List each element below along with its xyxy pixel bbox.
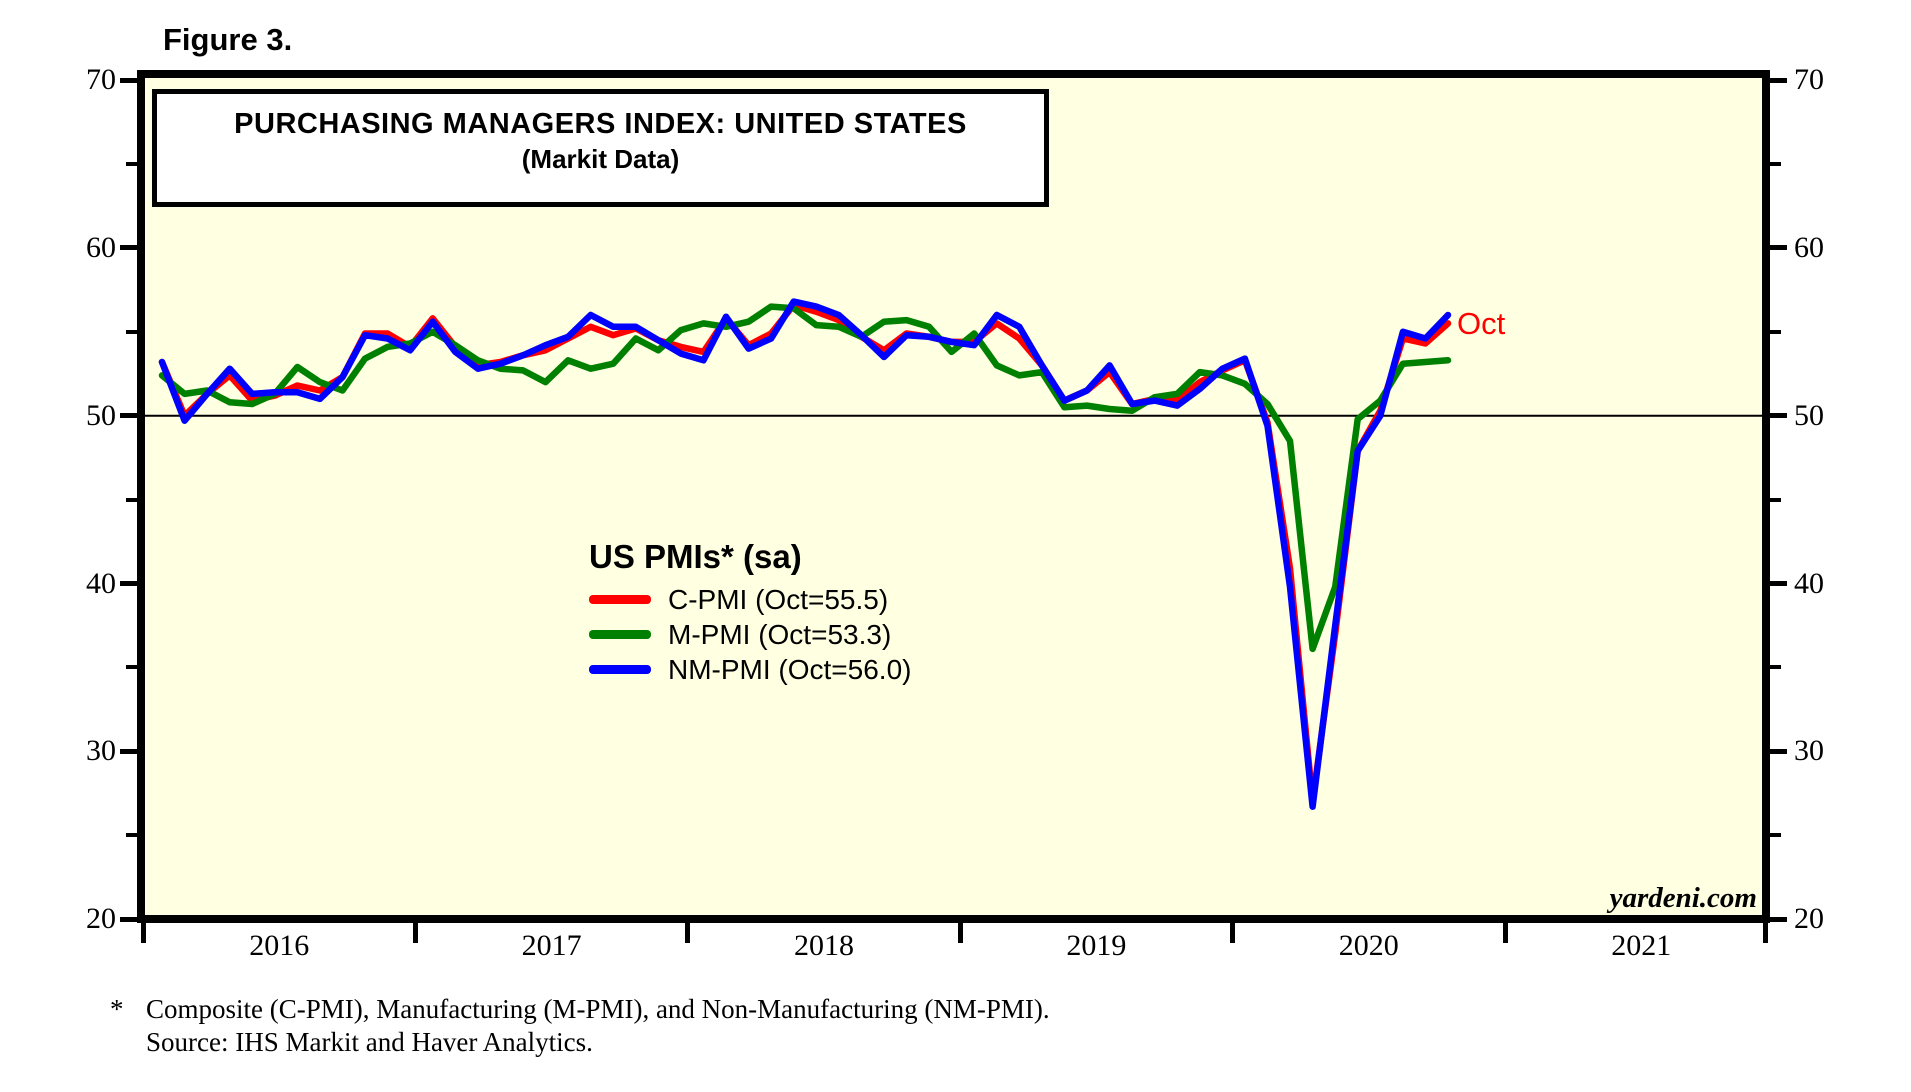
legend: US PMIs* (sa) C-PMI (Oct=55.5) M-PMI (Oc…	[589, 538, 911, 687]
y-axis-minor-tick-left	[126, 665, 137, 670]
y-axis-label-left: 20	[86, 902, 116, 936]
y-axis-major-tick-left	[120, 916, 137, 922]
y-axis-label-left: 60	[86, 230, 116, 264]
footnote-definition: Composite (C-PMI), Manufacturing (M-PMI)…	[146, 994, 1050, 1024]
legend-label-m-pmi: M-PMI (Oct=53.3)	[668, 618, 892, 650]
y-axis-minor-tick-left	[126, 162, 137, 166]
legend-row-nm-pmi: NM-PMI (Oct=56.0)	[589, 652, 911, 687]
y-axis-major-tick-right	[1770, 77, 1787, 83]
x-axis-year-label: 2021	[1611, 929, 1672, 962]
y-axis-label-right: 30	[1794, 734, 1824, 768]
chart-title: PURCHASING MANAGERS INDEX: UNITED STATES	[234, 108, 967, 140]
y-axis-major-tick-right	[1770, 748, 1787, 754]
legend-label-c-pmi: C-PMI (Oct=55.5)	[668, 583, 889, 615]
yardeni-watermark: yardeni.com	[1609, 882, 1757, 914]
y-axis-minor-tick-right	[1770, 497, 1781, 502]
y-axis-minor-tick-left	[126, 497, 137, 502]
y-axis-label-right: 60	[1794, 230, 1824, 264]
x-axis-year-label: 2019	[1066, 929, 1127, 962]
y-axis-minor-tick-left	[126, 833, 137, 838]
legend-title: US PMIs* (sa)	[589, 538, 802, 575]
x-axis-year-tick	[1762, 923, 1768, 943]
nm-pmi-swatch	[589, 665, 651, 674]
legend-row-c-pmi: C-PMI (Oct=55.5)	[589, 582, 911, 617]
y-axis-label-left: 30	[86, 734, 116, 768]
chart-title-box: PURCHASING MANAGERS INDEX: UNITED STATES…	[152, 89, 1049, 207]
y-axis-minor-tick-right	[1770, 665, 1781, 670]
y-axis-minor-tick-right	[1770, 833, 1781, 838]
figure-number-label: Figure 3.	[163, 22, 293, 57]
y-axis-minor-tick-right	[1770, 162, 1781, 166]
y-axis-label-right: 40	[1794, 566, 1824, 600]
c-pmi-swatch	[589, 595, 651, 604]
x-axis-year-label: 2018	[794, 929, 854, 962]
m-pmi-line	[158, 303, 1452, 653]
plot-area	[137, 70, 1770, 923]
y-axis-major-tick-left	[120, 77, 137, 83]
y-axis-major-tick-right	[1770, 581, 1787, 586]
pmi-line-chart	[145, 298, 1762, 810]
chart-subtitle: (Markit Data)	[521, 144, 680, 174]
y-axis-major-tick-right	[1770, 916, 1787, 922]
legend-label-nm-pmi: NM-PMI (Oct=56.0)	[668, 653, 912, 685]
y-axis-minor-tick-right	[1770, 329, 1781, 334]
x-axis-year-tick	[140, 923, 146, 943]
last-point-annotation: Oct	[1457, 306, 1506, 341]
y-axis-label-left: 50	[86, 398, 116, 432]
m-pmi-swatch	[589, 630, 651, 639]
legend-row-m-pmi: M-PMI (Oct=53.3)	[589, 617, 911, 652]
x-axis-year-tick	[685, 923, 691, 943]
y-axis-label-right: 50	[1794, 398, 1824, 432]
y-axis-label-right: 70	[1794, 63, 1824, 97]
x-axis-year-tick	[412, 923, 418, 943]
y-axis-major-tick-left	[120, 413, 137, 419]
y-axis-major-tick-right	[1770, 245, 1787, 251]
y-axis-label-right: 20	[1794, 902, 1824, 936]
y-axis-minor-tick-left	[126, 329, 137, 334]
x-axis-year-tick	[957, 923, 963, 943]
footnote-source: Source: IHS Markit and Haver Analytics.	[146, 1027, 593, 1057]
y-axis-major-tick-right	[1770, 413, 1787, 419]
y-axis-label-left: 40	[86, 566, 116, 600]
footnote-asterisk: *	[110, 994, 124, 1024]
y-axis-major-tick-left	[120, 581, 137, 586]
x-axis-year-label: 2017	[521, 929, 582, 962]
nm-pmi-line	[158, 298, 1452, 810]
y-axis-major-tick-left	[120, 245, 137, 251]
x-axis-year-tick	[1502, 923, 1508, 943]
y-axis-major-tick-left	[120, 748, 137, 754]
y-axis-label-left: 70	[86, 63, 116, 97]
x-axis-year-label: 2016	[249, 929, 310, 962]
x-axis-year-tick	[1230, 923, 1236, 943]
x-axis-year-label: 2020	[1338, 929, 1399, 962]
